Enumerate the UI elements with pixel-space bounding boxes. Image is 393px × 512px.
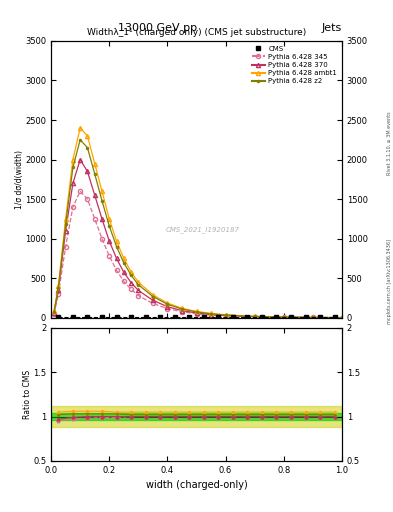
- Text: Rivet 3.1.10, ≥ 3M events: Rivet 3.1.10, ≥ 3M events: [387, 112, 392, 175]
- Legend: CMS, Pythia 6.428 345, Pythia 6.428 370, Pythia 6.428 ambt1, Pythia 6.428 z2: CMS, Pythia 6.428 345, Pythia 6.428 370,…: [250, 45, 338, 86]
- Title: Widthλ_1¹ (charged only) (CMS jet substructure): Widthλ_1¹ (charged only) (CMS jet substr…: [87, 28, 306, 37]
- Y-axis label: 1/σ dσ/d(width): 1/σ dσ/d(width): [15, 150, 24, 209]
- Bar: [51, 413, 342, 420]
- Bar: [51, 406, 342, 427]
- Text: Jets: Jets: [321, 23, 342, 33]
- Text: mcplots.cern.ch [arXiv:1306.3436]: mcplots.cern.ch [arXiv:1306.3436]: [387, 239, 392, 324]
- X-axis label: width (charged-only): width (charged-only): [146, 480, 247, 490]
- Text: CMS_2021_I1920187: CMS_2021_I1920187: [165, 226, 239, 232]
- Y-axis label: Ratio to CMS: Ratio to CMS: [23, 370, 32, 419]
- Text: 13000 GeV pp: 13000 GeV pp: [118, 23, 197, 33]
